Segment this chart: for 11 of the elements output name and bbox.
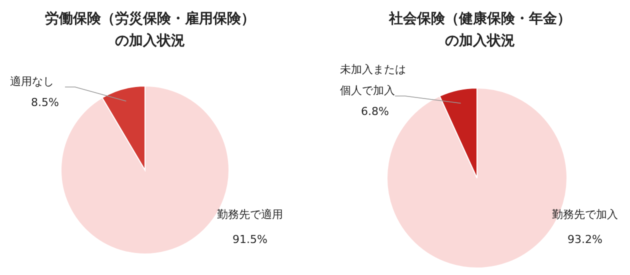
slice-label: 適用なし — [10, 74, 55, 90]
chart-title: 労働保険（労災保険・雇用保険）の加入状況 — [44, 10, 256, 52]
data-label: 91.5% — [232, 232, 268, 248]
data-label: 93.2% — [566, 232, 604, 248]
data-label: 8.5% — [30, 95, 60, 111]
pie-slice — [60, 86, 230, 254]
data-label: 6.8% — [360, 104, 390, 120]
slice-label: 勤務先で適用 — [216, 207, 284, 223]
slice-label: 勤務先で加入 — [551, 207, 619, 223]
slice-label: 未加入または個人で加入 — [340, 62, 407, 99]
chart-title: 社会保険（健康保険・年金）の加入状況 — [388, 10, 572, 52]
